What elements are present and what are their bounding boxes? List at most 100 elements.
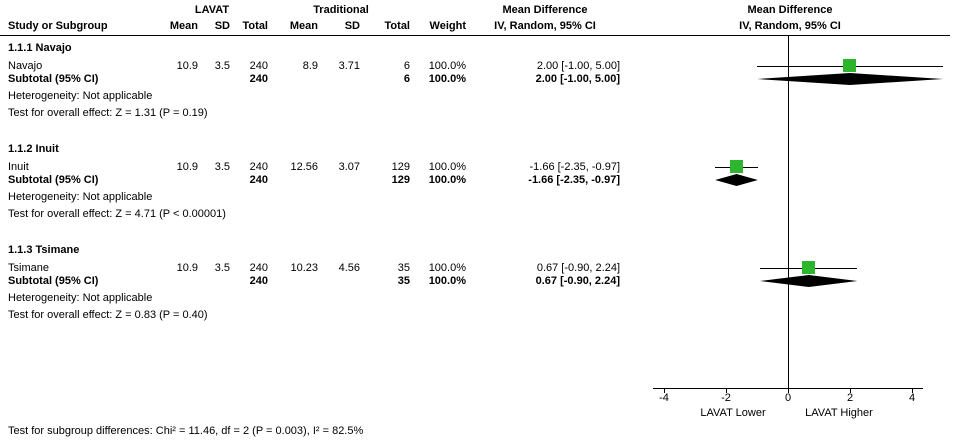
total2-cell: 6 xyxy=(403,60,410,72)
axis-tick-label: 4 xyxy=(908,392,916,404)
study-name-cell: Navajo xyxy=(8,60,43,72)
study-name-cell: Inuit xyxy=(8,161,29,173)
weight-col-header: Weight xyxy=(429,20,466,32)
subtotal-ci-text: 0.67 [-0.90, 2.24] xyxy=(535,275,620,287)
subgroup-title: 1.1.1 Navajo xyxy=(8,42,72,54)
group2-header: Traditional xyxy=(313,4,369,16)
subtotal-diamond xyxy=(757,73,943,85)
weight-cell: 100.0% xyxy=(428,60,466,72)
subtotal-diamond xyxy=(715,174,758,186)
subgroup-title-row: 1.1.2 Inuit xyxy=(0,143,960,155)
subtotal-label: Subtotal (95% CI) xyxy=(8,174,99,186)
sd2-col-header: SD xyxy=(344,20,360,32)
sd1-cell: 3.5 xyxy=(214,262,230,274)
weight-cell: 100.0% xyxy=(428,262,466,274)
mean2-cell: 8.9 xyxy=(302,60,318,72)
sd2-cell: 3.07 xyxy=(338,161,360,173)
mean1-cell: 10.9 xyxy=(176,262,198,274)
effect-square xyxy=(801,261,815,274)
effect-square xyxy=(843,59,856,72)
heterogeneity-note: Heterogeneity: Not applicable xyxy=(8,90,153,102)
heterogeneity-row: Heterogeneity: Not applicable xyxy=(0,90,960,102)
ci-text-cell: -1.66 [-2.35, -0.97] xyxy=(529,161,621,173)
effect-square xyxy=(729,160,743,173)
subtotal-label: Subtotal (95% CI) xyxy=(8,275,99,287)
total1-cell: 240 xyxy=(249,60,268,72)
subtotal-row: Subtotal (95% CI) 240 129 100.0% -1.66 [… xyxy=(0,174,960,186)
subtotal-total1: 240 xyxy=(249,275,268,287)
ci-text-col-header: IV, Random, 95% CI xyxy=(494,20,596,32)
total2-cell: 129 xyxy=(391,161,410,173)
overall-effect-note: Test for overall effect: Z = 4.71 (P < 0… xyxy=(8,208,226,220)
effect-plot-header: Mean Difference xyxy=(747,4,833,16)
mean1-cell: 10.9 xyxy=(176,60,198,72)
subtotal-weight: 100.0% xyxy=(428,275,466,287)
total1-col-header: Total xyxy=(242,20,268,32)
overall-effect-row: Test for overall effect: Z = 4.71 (P < 0… xyxy=(0,208,960,220)
footer-row: Test for subgroup differences: Chi² = 11… xyxy=(0,425,960,437)
study-row: Navajo 10.9 3.5 240 8.9 3.71 6 100.0% 2.… xyxy=(0,60,960,72)
axis-tick xyxy=(664,388,665,393)
overall-effect-row: Test for overall effect: Z = 1.31 (P = 0… xyxy=(0,107,960,119)
axis-tick-label: -2 xyxy=(721,392,731,404)
total1-cell: 240 xyxy=(249,161,268,173)
subtotal-total2: 6 xyxy=(403,73,410,85)
overall-effect-note: Test for overall effect: Z = 0.83 (P = 0… xyxy=(8,309,208,321)
effect-text-header: Mean Difference xyxy=(502,4,588,16)
subtotal-total1: 240 xyxy=(249,73,268,85)
study-row: Tsimane 10.9 3.5 240 10.23 4.56 35 100.0… xyxy=(0,262,960,274)
sd1-cell: 3.5 xyxy=(214,60,230,72)
weight-cell: 100.0% xyxy=(428,161,466,173)
axis-tick xyxy=(788,388,789,393)
study-name-cell: Tsimane xyxy=(8,262,49,274)
subtotal-diamond xyxy=(760,275,858,287)
study-row: Inuit 10.9 3.5 240 12.56 3.07 129 100.0%… xyxy=(0,161,960,173)
subtotal-total1: 240 xyxy=(249,174,268,186)
subtotal-label: Subtotal (95% CI) xyxy=(8,73,99,85)
axis-tick-label: 0 xyxy=(784,392,792,404)
ci-text-cell: 0.67 [-0.90, 2.24] xyxy=(536,262,620,274)
total2-cell: 35 xyxy=(397,262,410,274)
subgroup-title-row: 1.1.1 Navajo xyxy=(0,42,960,54)
subtotal-row: Subtotal (95% CI) 240 35 100.0% 0.67 [-0… xyxy=(0,275,960,287)
axis-label-left: LAVAT Lower xyxy=(700,407,766,419)
heterogeneity-note: Heterogeneity: Not applicable xyxy=(8,191,153,203)
sd1-cell: 3.5 xyxy=(214,161,230,173)
subtotal-total2: 129 xyxy=(391,174,410,186)
mean2-cell: 12.56 xyxy=(290,161,318,173)
axis-tick-label: 2 xyxy=(846,392,854,404)
axis-tick xyxy=(912,388,913,393)
axis-tick-label: -4 xyxy=(659,392,669,404)
total1-cell: 240 xyxy=(249,262,268,274)
axis-tick xyxy=(850,388,851,393)
heterogeneity-row: Heterogeneity: Not applicable xyxy=(0,292,960,304)
axis-tick xyxy=(726,388,727,393)
heterogeneity-note: Heterogeneity: Not applicable xyxy=(8,292,153,304)
ci-text-cell: 2.00 [-1.00, 5.00] xyxy=(536,60,620,72)
subtotal-total2: 35 xyxy=(397,275,410,287)
subtotal-row: Subtotal (95% CI) 240 6 100.0% 2.00 [-1.… xyxy=(0,73,960,85)
mean2-cell: 10.23 xyxy=(290,262,318,274)
zero-effect-line xyxy=(788,36,789,388)
sd2-cell: 3.71 xyxy=(338,60,360,72)
axis-label-right: LAVAT Higher xyxy=(805,407,873,419)
heterogeneity-row: Heterogeneity: Not applicable xyxy=(0,191,960,203)
header-divider xyxy=(0,35,950,36)
subtotal-ci-text: 2.00 [-1.00, 5.00] xyxy=(535,73,620,85)
group1-header: LAVAT xyxy=(194,4,230,16)
overall-effect-row: Test for overall effect: Z = 0.83 (P = 0… xyxy=(0,309,960,321)
study-col-header: Study or Subgroup xyxy=(8,20,108,32)
sd1-col-header: SD xyxy=(214,20,230,32)
header-column-row: Study or Subgroup Mean SD Total Mean SD … xyxy=(0,20,960,32)
header-group-row: LAVAT Traditional Mean Difference Mean D… xyxy=(0,4,960,16)
subgroup-differences-test: Test for subgroup differences: Chi² = 11… xyxy=(8,425,364,437)
overall-effect-note: Test for overall effect: Z = 1.31 (P = 0… xyxy=(8,107,208,119)
x-axis-line xyxy=(653,388,923,389)
mean1-cell: 10.9 xyxy=(176,161,198,173)
sd2-cell: 4.56 xyxy=(338,262,360,274)
subtotal-weight: 100.0% xyxy=(428,174,466,186)
total2-col-header: Total xyxy=(384,20,410,32)
subtotal-ci-text: -1.66 [-2.35, -0.97] xyxy=(528,174,620,186)
